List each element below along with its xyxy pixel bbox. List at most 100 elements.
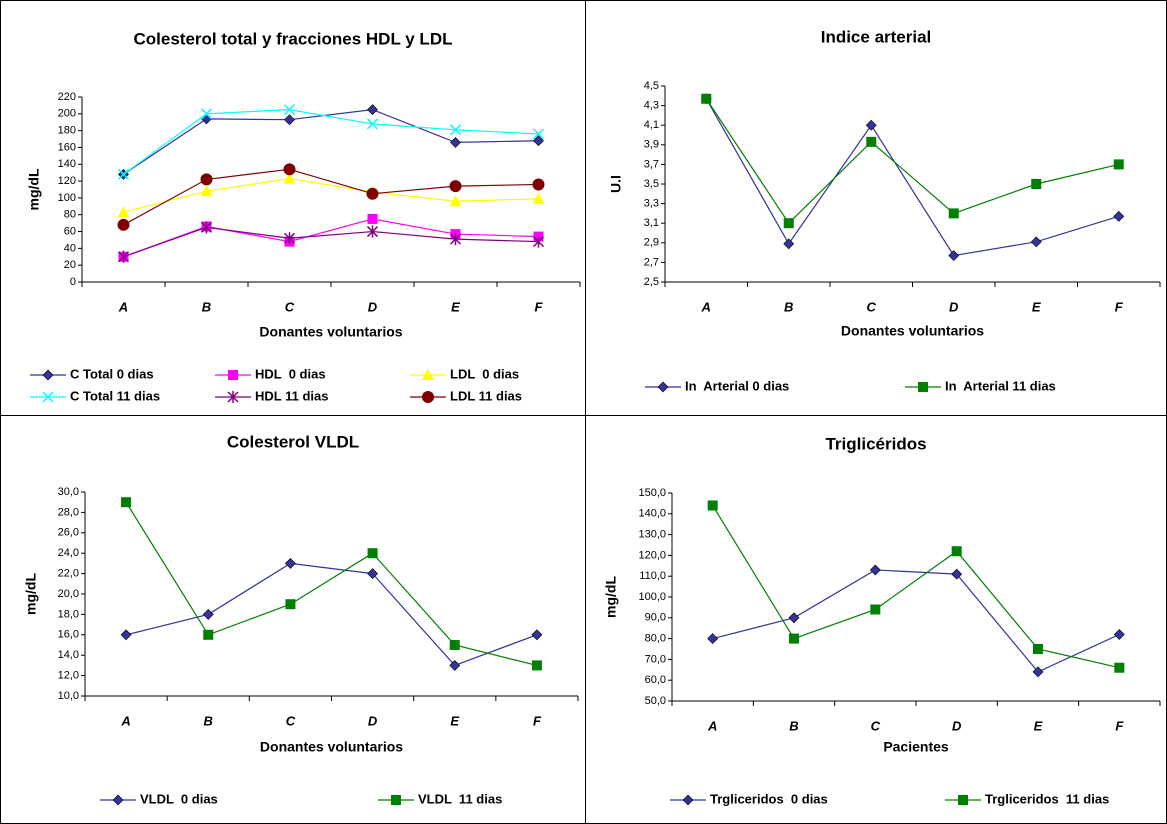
- y-tick-label: 22,0: [58, 568, 79, 580]
- marker: [707, 633, 719, 645]
- marker-shape: [1033, 644, 1043, 654]
- marker-shape: [285, 599, 296, 610]
- marker: [958, 795, 968, 805]
- marker-shape: [121, 497, 132, 508]
- marker-shape: [1113, 210, 1125, 222]
- y-tick-label: 90,0: [645, 612, 666, 624]
- marker-shape: [707, 633, 719, 645]
- marker-shape: [1114, 662, 1125, 673]
- marker-shape: [1031, 179, 1042, 189]
- marker: [450, 136, 461, 148]
- series-line: [712, 569, 1120, 673]
- series-line: [712, 505, 1120, 669]
- marker: [391, 795, 401, 805]
- y-tick-label: 14,0: [58, 649, 79, 661]
- marker-shape: [948, 208, 959, 219]
- y-tick-label: 3,9: [644, 139, 659, 151]
- y-tick-label: 140: [58, 158, 76, 170]
- marker-shape: [422, 369, 434, 380]
- y-tick-label: 80,0: [645, 633, 666, 645]
- y-tick-label: 140,0: [638, 508, 666, 520]
- x-tick-label: F: [535, 299, 544, 314]
- series-line: [125, 562, 538, 667]
- chart-title: Indice arterial: [821, 27, 932, 46]
- x-tick-label: E: [451, 299, 460, 314]
- marker-shape: [366, 187, 379, 200]
- marker: [449, 195, 462, 207]
- marker: [200, 108, 213, 120]
- legend-label: HDL 11 dias: [255, 388, 328, 403]
- marker: [42, 369, 54, 381]
- marker-shape: [367, 568, 379, 580]
- marker-shape: [1113, 629, 1125, 640]
- marker: [283, 163, 296, 176]
- y-tick-label: 0: [70, 276, 76, 288]
- y-tick-label: 3,5: [644, 178, 659, 190]
- x-axis-title: Pacientes: [883, 739, 949, 755]
- marker-shape: [532, 128, 545, 140]
- marker: [533, 135, 544, 147]
- y-tick-label: 40: [64, 242, 76, 254]
- marker-shape: [112, 794, 124, 806]
- marker: [42, 391, 54, 403]
- panel-frame: [585, 415, 1167, 824]
- marker: [948, 208, 959, 219]
- y-tick-label: 4,1: [644, 119, 659, 131]
- marker: [422, 369, 434, 380]
- marker-shape: [657, 381, 669, 393]
- marker-shape: [117, 206, 130, 218]
- marker-shape: [117, 218, 130, 231]
- marker-shape: [227, 391, 239, 403]
- marker: [789, 633, 799, 644]
- marker-shape: [283, 232, 296, 245]
- y-tick-label: 2,5: [644, 276, 659, 288]
- marker: [783, 238, 795, 250]
- y-tick-label: 100: [58, 192, 76, 204]
- x-axis-title: Donantes voluntarios: [260, 739, 403, 755]
- marker-shape: [284, 557, 296, 569]
- y-tick-label: 160: [58, 141, 76, 153]
- marker: [1030, 236, 1042, 248]
- marker-shape: [366, 225, 379, 238]
- marker: [866, 136, 877, 147]
- legend-label: Trgliceridos 11 dias: [985, 791, 1109, 806]
- marker-shape: [201, 113, 212, 125]
- marker-shape: [783, 218, 794, 229]
- marker-shape: [200, 221, 213, 234]
- panel-frame: [0, 415, 586, 824]
- marker-shape: [1032, 666, 1044, 678]
- marker: [870, 604, 881, 615]
- marker-shape: [869, 564, 881, 576]
- marker: [283, 104, 296, 116]
- marker: [284, 557, 296, 569]
- y-tick-label: 150,0: [638, 487, 666, 499]
- marker-shape: [788, 612, 800, 624]
- marker-shape: [449, 659, 461, 671]
- marker: [531, 660, 542, 671]
- marker: [366, 118, 379, 130]
- x-tick-label: B: [202, 299, 211, 314]
- marker: [657, 381, 669, 393]
- y-tick-label: 28,0: [58, 506, 79, 518]
- marker: [283, 172, 296, 184]
- panel-frame: [0, 0, 586, 416]
- marker-shape: [1030, 236, 1042, 248]
- marker-shape: [951, 546, 962, 557]
- marker: [120, 629, 132, 641]
- marker: [532, 178, 545, 191]
- series-line: [123, 177, 539, 213]
- marker: [201, 113, 212, 125]
- marker: [117, 206, 130, 218]
- y-tick-label: 3,3: [644, 198, 659, 210]
- marker-shape: [533, 135, 544, 147]
- marker: [367, 104, 378, 116]
- marker: [1033, 644, 1043, 654]
- marker: [1114, 662, 1125, 673]
- marker: [948, 250, 960, 261]
- marker-shape: [532, 235, 545, 248]
- marker: [227, 391, 239, 403]
- marker: [449, 233, 462, 246]
- series-line: [705, 98, 1119, 257]
- y-tick-label: 4,5: [644, 80, 659, 92]
- marker: [449, 640, 460, 650]
